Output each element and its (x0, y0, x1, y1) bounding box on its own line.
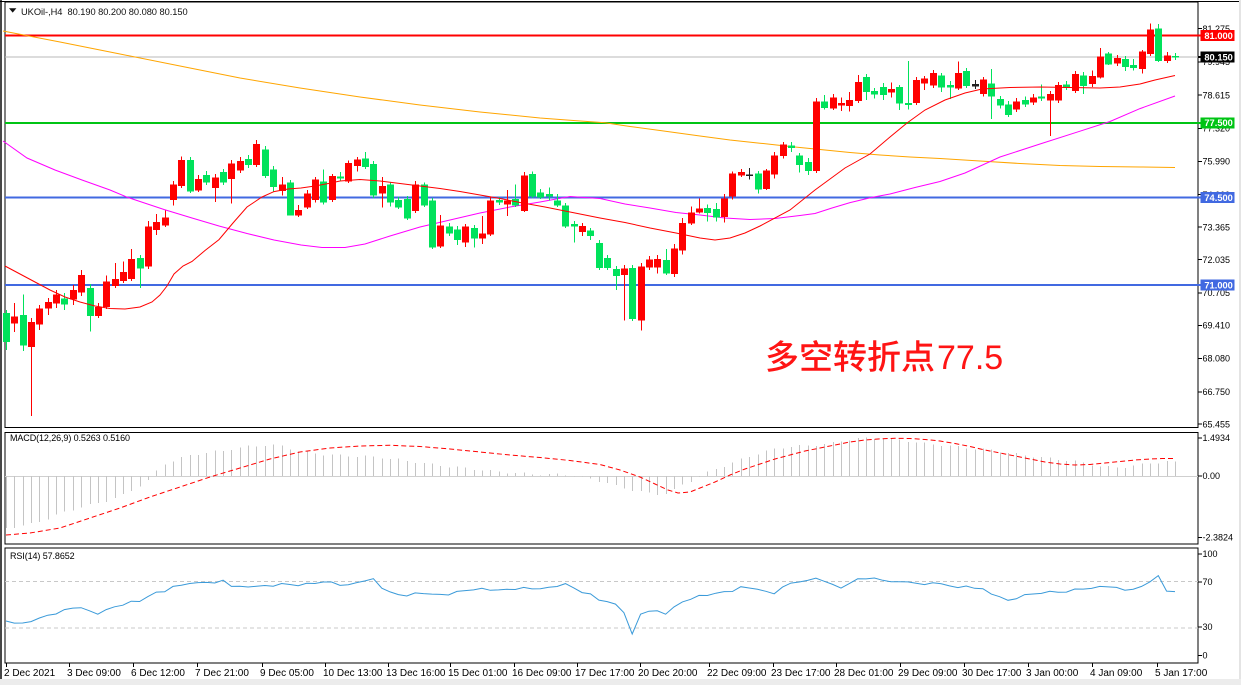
svg-text:13 Dec 16:00: 13 Dec 16:00 (386, 668, 446, 679)
svg-text:5 Jan 17:00: 5 Jan 17:00 (1155, 668, 1208, 679)
svg-text:72.035: 72.035 (1203, 255, 1231, 265)
svg-text:22 Dec 09:00: 22 Dec 09:00 (707, 668, 767, 679)
svg-text:68.080: 68.080 (1203, 354, 1231, 364)
svg-text:6 Dec 12:00: 6 Dec 12:00 (131, 668, 185, 679)
svg-text:70: 70 (1203, 577, 1213, 587)
svg-text:16 Dec 09:00: 16 Dec 09:00 (512, 668, 572, 679)
svg-text:74.500: 74.500 (1204, 193, 1232, 203)
svg-text:30 Dec 17:00: 30 Dec 17:00 (962, 668, 1022, 679)
svg-text:65.455: 65.455 (1203, 419, 1231, 429)
svg-text:73.365: 73.365 (1203, 222, 1231, 232)
svg-text:66.750: 66.750 (1203, 387, 1231, 397)
svg-text:71.000: 71.000 (1204, 280, 1232, 290)
svg-text:69.410: 69.410 (1203, 321, 1231, 331)
svg-text:100: 100 (1203, 549, 1218, 559)
svg-text:30: 30 (1203, 622, 1213, 632)
svg-text:2 Dec 2021: 2 Dec 2021 (4, 668, 56, 679)
svg-text:80.150: 80.150 (1204, 52, 1232, 62)
svg-text:23 Dec 17:00: 23 Dec 17:00 (771, 668, 831, 679)
svg-text:81.275: 81.275 (1203, 24, 1231, 34)
svg-text:0.00: 0.00 (1203, 471, 1221, 481)
svg-text:3 Dec 09:00: 3 Dec 09:00 (67, 668, 121, 679)
svg-text:-2.3824: -2.3824 (1203, 533, 1234, 543)
svg-text:20 Dec 20:00: 20 Dec 20:00 (638, 668, 698, 679)
svg-text:MACD(12,26,9) 0.5263 0.5160: MACD(12,26,9) 0.5263 0.5160 (10, 433, 130, 443)
svg-text:15 Dec 01:00: 15 Dec 01:00 (448, 668, 508, 679)
svg-text:10 Dec 13:00: 10 Dec 13:00 (323, 668, 383, 679)
svg-text:28 Dec 01:00: 28 Dec 01:00 (834, 668, 894, 679)
svg-text:4 Jan 09:00: 4 Jan 09:00 (1090, 668, 1143, 679)
svg-text:29 Dec 09:00: 29 Dec 09:00 (898, 668, 958, 679)
svg-text:78.615: 78.615 (1203, 90, 1231, 100)
svg-text:RSI(14) 57.8652: RSI(14) 57.8652 (10, 551, 75, 561)
svg-text:UKOil-,H4 80.190 80.200 80.08: UKOil-,H4 80.190 80.200 80.080 80.150 (21, 7, 188, 17)
svg-text:70.705: 70.705 (1203, 288, 1231, 298)
svg-text:7 Dec 21:00: 7 Dec 21:00 (195, 668, 249, 679)
svg-text:81.000: 81.000 (1204, 31, 1232, 41)
svg-text:17 Dec 17:00: 17 Dec 17:00 (575, 668, 635, 679)
svg-text:3 Jan 00:00: 3 Jan 00:00 (1026, 668, 1079, 679)
svg-text:75.990: 75.990 (1203, 157, 1231, 167)
svg-text:9 Dec 05:00: 9 Dec 05:00 (260, 668, 314, 679)
svg-text:77.500: 77.500 (1204, 118, 1232, 128)
svg-text:77.5: 77.5 (937, 339, 1003, 377)
svg-text:1.4934: 1.4934 (1203, 433, 1231, 443)
svg-text:77.320: 77.320 (1203, 124, 1231, 134)
svg-text:0: 0 (1203, 651, 1208, 661)
